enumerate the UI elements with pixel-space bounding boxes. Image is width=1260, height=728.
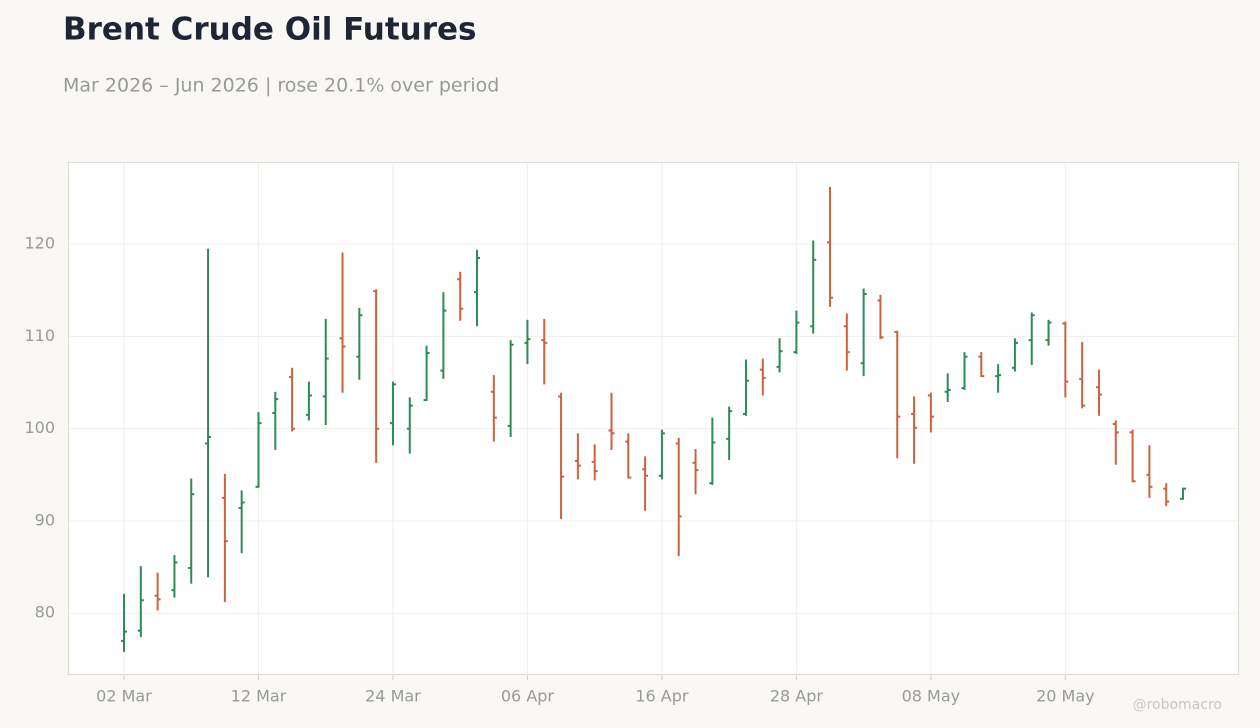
watermark: @robomacro (1133, 697, 1222, 713)
chart-title: Brent Crude Oil Futures (63, 12, 477, 48)
y-tick-label: 100 (24, 418, 55, 437)
x-tick-label: 24 Mar (365, 687, 421, 706)
y-tick-label: 110 (24, 326, 55, 345)
x-tick-label: 28 Apr (770, 687, 824, 706)
y-tick-label: 90 (35, 510, 55, 529)
x-tick-label: 02 Mar (96, 687, 152, 706)
chart-subtitle: Mar 2026 – Jun 2026 | rose 20.1% over pe… (63, 75, 499, 97)
x-tick-label: 12 Mar (231, 687, 287, 706)
y-tick-label: 80 (35, 603, 55, 622)
x-tick-label: 08 May (902, 687, 961, 706)
x-tick-label: 20 May (1036, 687, 1095, 706)
x-tick-label: 16 Apr (635, 687, 689, 706)
y-tick-label: 120 (24, 234, 55, 253)
plot-area (68, 162, 1239, 675)
x-tick-label: 06 Apr (501, 687, 555, 706)
